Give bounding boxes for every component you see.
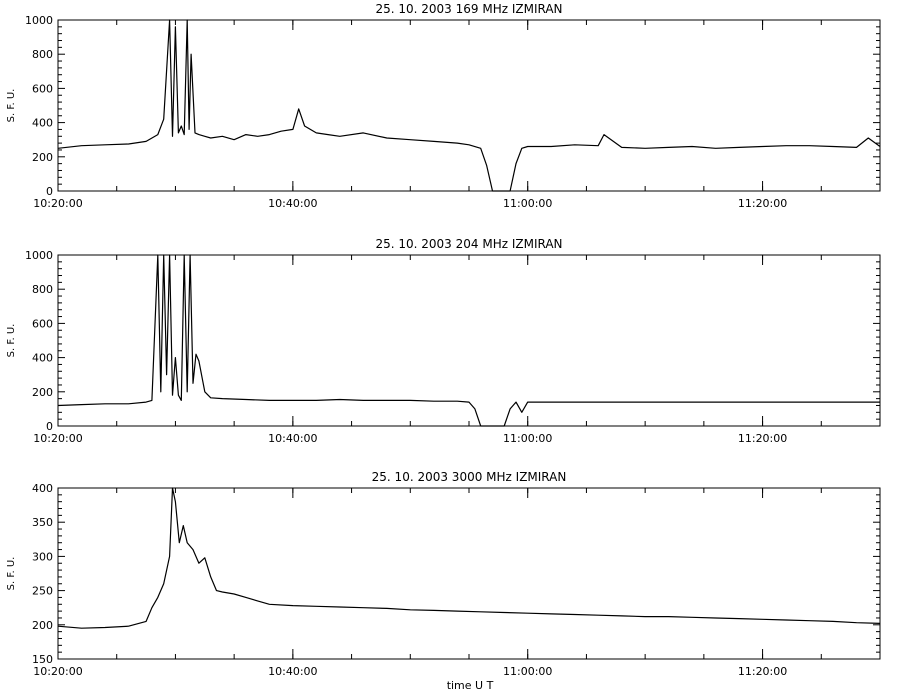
x-tick-label: 11:00:00 [503,665,552,678]
flux-series-line-2 [57,254,880,427]
y-axis-label-2: S. F. U. [6,324,17,358]
y-tick-label: 600 [32,82,53,95]
plot-frame-1 [57,19,881,192]
y-tick-label: 400 [32,352,53,365]
y-tick-label: 600 [32,317,53,330]
y-tick-label: 200 [32,386,53,399]
plot-frame-3 [57,487,881,660]
y-tick-label: 1000 [25,249,53,262]
x-tick-label: 10:40:00 [268,432,317,445]
x-tick-label: 11:20:00 [738,665,787,678]
x-tick-label: 10:20:00 [33,197,82,210]
y-tick-label: 0 [46,420,53,433]
panel-title-2: 25. 10. 2003 204 MHz IZMIRAN [375,237,562,251]
y-tick-label: 800 [32,48,53,61]
y-tick-label: 200 [32,151,53,164]
x-tick-label: 10:20:00 [33,432,82,445]
y-tick-label: 800 [32,283,53,296]
y-tick-label: 200 [32,619,53,632]
x-axis-label: time U T [447,679,494,692]
x-tick-label: 11:20:00 [738,197,787,210]
y-tick-label: 150 [32,653,53,666]
y-axis-label-1: S. F. U. [6,89,17,123]
y-tick-label: 400 [32,482,53,495]
y-tick-label: 1000 [25,14,53,27]
x-tick-label: 11:00:00 [503,432,552,445]
y-tick-label: 0 [46,185,53,198]
panel-title-1: 25. 10. 2003 169 MHz IZMIRAN [375,2,562,16]
x-tick-label: 10:40:00 [268,665,317,678]
x-tick-label: 10:40:00 [268,197,317,210]
y-tick-label: 400 [32,117,53,130]
y-tick-label: 250 [32,585,53,598]
x-tick-label: 10:20:00 [33,665,82,678]
flux-series-line-1 [57,19,881,192]
y-tick-label: 350 [32,516,53,529]
flux-series-line-3 [57,487,881,629]
x-tick-label: 11:20:00 [738,432,787,445]
y-axis-label-3: S. F. U. [6,557,17,591]
x-tick-label: 11:00:00 [503,197,552,210]
y-tick-label: 300 [32,550,53,563]
panel-title-3: 25. 10. 2003 3000 MHz IZMIRAN [372,470,567,484]
